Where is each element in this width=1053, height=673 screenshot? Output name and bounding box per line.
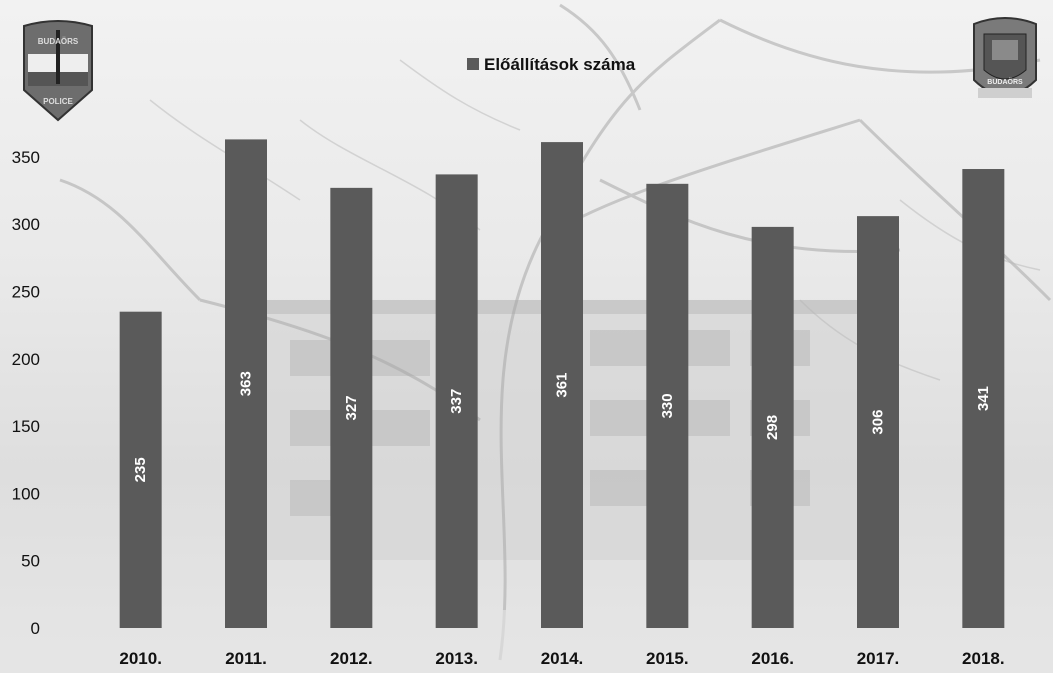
- bar-series: [119, 139, 1005, 629]
- bar: [646, 183, 689, 628]
- bar-data-label: 330: [659, 393, 676, 418]
- police-badge-left: BUDAÖRS POLICE: [23, 20, 93, 122]
- bar-data-label: 298: [764, 415, 781, 440]
- bar-data-label: 337: [448, 389, 465, 414]
- x-category-label: 2018.: [962, 649, 1005, 668]
- x-category-label: 2013.: [435, 649, 478, 668]
- chart-legend: Előállítások száma: [467, 55, 636, 74]
- legend-label: Előállítások száma: [484, 55, 636, 74]
- x-category-label: 2015.: [646, 649, 689, 668]
- x-axis: 2010. 2011. 2012. 2013. 2014. 2015. 2016. 2017.…: [119, 649, 1004, 668]
- bar-data-label: 341: [975, 386, 992, 411]
- y-axis: 0 50 100 150 200 250 300 350: [12, 148, 40, 638]
- bar: [119, 311, 162, 628]
- bar: [435, 174, 478, 628]
- bar-data-label: 361: [554, 373, 571, 398]
- y-tick-label: 250: [12, 283, 40, 302]
- x-category-label: 2011.: [225, 649, 267, 668]
- left-badge-bottom-text: POLICE: [43, 97, 73, 106]
- y-tick-label: 200: [12, 350, 40, 369]
- bar: [751, 226, 794, 628]
- legend-swatch: [467, 58, 479, 70]
- bar-data-label: 235: [132, 457, 149, 482]
- y-tick-label: 100: [12, 484, 40, 503]
- x-category-label: 2010.: [119, 649, 162, 668]
- y-tick-label: 300: [12, 215, 40, 234]
- y-tick-label: 150: [12, 417, 40, 436]
- x-category-label: 2014.: [541, 649, 584, 668]
- bar: [541, 142, 583, 628]
- bar-data-label: 327: [343, 395, 360, 420]
- x-category-label: 2017.: [857, 649, 900, 668]
- city-emblem-right: BUDAÖRS: [973, 17, 1037, 98]
- data-labels: 235 363 327 337 361 330 298 306 341: [132, 371, 992, 482]
- y-tick-label: 50: [21, 552, 40, 571]
- x-category-label: 2016.: [751, 649, 794, 668]
- bar: [962, 169, 1005, 629]
- y-tick-label: 0: [31, 619, 40, 638]
- bar: [330, 187, 373, 628]
- bar: [225, 139, 267, 629]
- bar: [857, 216, 899, 628]
- x-category-label: 2012.: [330, 649, 373, 668]
- y-tick-label: 350: [12, 148, 40, 167]
- bar-data-label: 363: [238, 371, 255, 396]
- left-badge-top-text: BUDAÖRS: [38, 37, 79, 46]
- right-badge-text: BUDAÖRS: [987, 77, 1023, 86]
- bar-data-label: 306: [870, 410, 887, 435]
